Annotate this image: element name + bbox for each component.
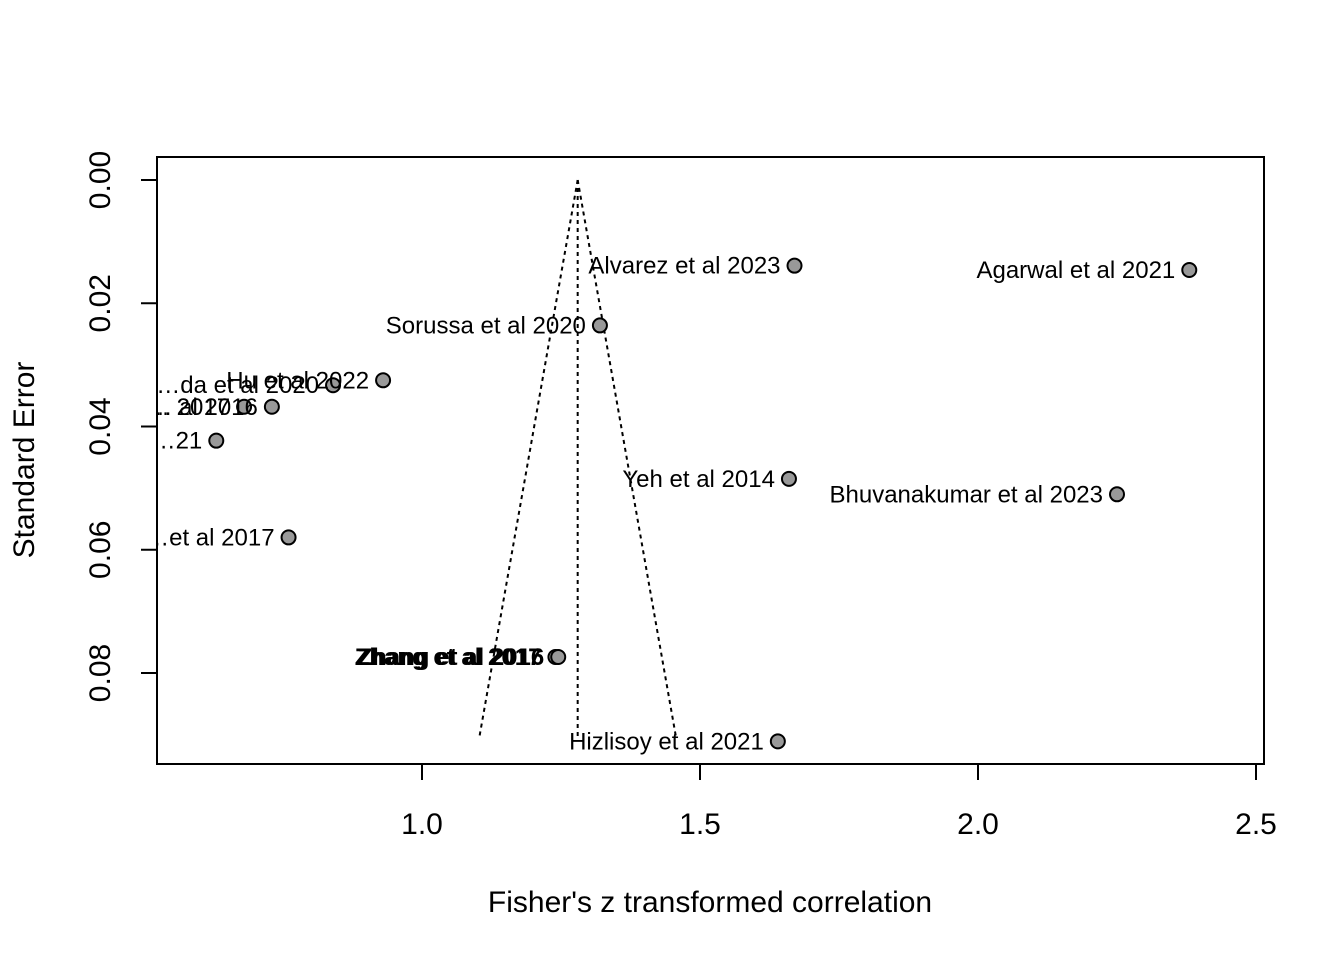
study-label: Yeh et al 2014 (622, 466, 775, 493)
x-tick-label: 1.0 (401, 808, 443, 841)
study-point (375, 372, 392, 389)
study-label: Alvarez et al 2023 (588, 253, 780, 280)
study-label: Zhang et al 2016 (357, 644, 544, 671)
x-tick-label: 2.0 (957, 808, 999, 841)
x-axis-title: Fisher's z transformed correlation (488, 886, 932, 919)
funnel-right-line (576, 179, 678, 738)
plot-frame (156, 156, 1265, 765)
study-point (550, 648, 567, 665)
study-point (786, 257, 803, 274)
study-point (208, 432, 225, 449)
study-point (236, 398, 253, 415)
study-labels: Alvarez et al 2023 Agarwal et al 2021 Soru… (145, 253, 1175, 756)
study-label: Agarwal et al 2021 (976, 257, 1175, 284)
x-axis: 1.0 1.5 2.0 2.5 (401, 763, 1277, 841)
study-label: Zhang et al 2017 (355, 644, 542, 671)
x-tick-label: 2.5 (1235, 808, 1277, 841)
study-label: Hu et al 2022 (226, 367, 369, 394)
study-point (769, 733, 786, 750)
study-point (263, 398, 280, 415)
study-label: Bhuvanakumar et al 2023 (829, 481, 1103, 508)
study-label: Hizlisoy et al 2021 (569, 728, 764, 755)
study-point (1109, 486, 1125, 503)
study-point (780, 470, 797, 487)
study-points (208, 257, 1198, 750)
y-axis: 0.00 0.02 0.04 0.06 0.08 (84, 151, 158, 702)
study-label: … al 2016 (148, 394, 257, 421)
study-label: Sorussa et al 2020 (386, 312, 586, 339)
study-point (325, 377, 342, 394)
funnel-left-line (478, 179, 579, 738)
funnel-lines (478, 179, 678, 738)
y-tick-label: 0.06 (84, 521, 117, 579)
study-point (591, 317, 608, 334)
x-tick-label: 1.5 (679, 808, 721, 841)
study-label: …et al 2017 (145, 524, 274, 551)
study-point (280, 529, 297, 546)
study-label: …da et al 2020 (156, 372, 319, 399)
y-tick-label: 0.08 (84, 644, 117, 702)
study-label: … 2017 (146, 394, 230, 421)
y-tick-label: 0.04 (84, 397, 117, 455)
study-point (1181, 261, 1198, 278)
y-tick-label: 0.02 (84, 274, 117, 332)
y-axis-title: Standard Error (8, 362, 41, 559)
study-label: …21 (152, 428, 203, 455)
y-tick-label: 0.00 (84, 151, 117, 209)
